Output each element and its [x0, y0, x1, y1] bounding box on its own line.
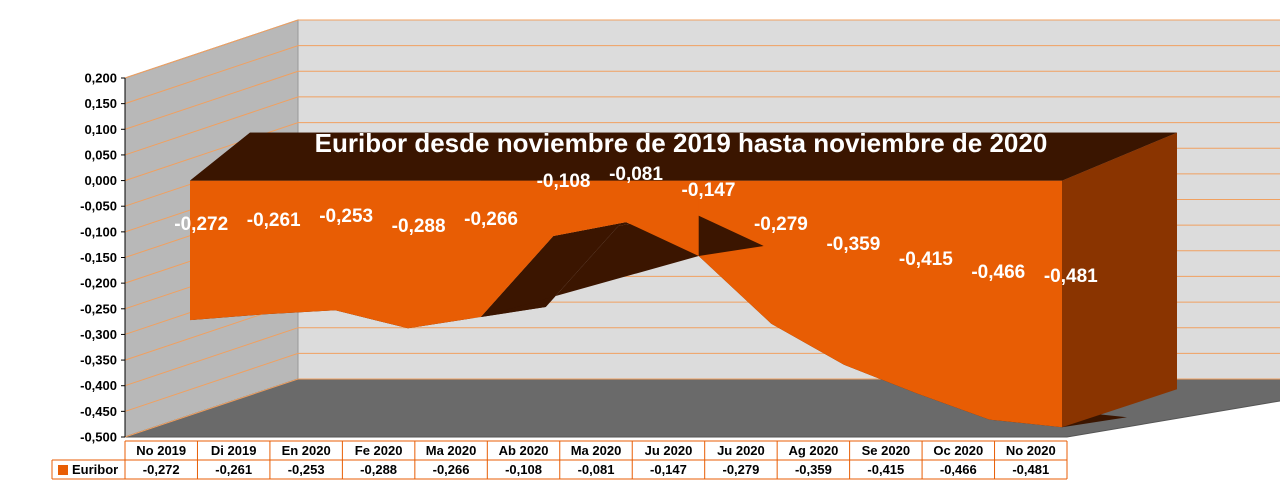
data-labels: -0,272 -0,261 -0,253 -0,288 -0,266 -0,108 -0,0…: [174, 164, 1098, 287]
gridline: [124, 45, 1280, 105]
table-value: -0,415: [867, 462, 904, 477]
table-value: -0,266: [433, 462, 470, 477]
title-plate: [190, 132, 1177, 181]
x-category-label: Ag 2020: [788, 443, 838, 458]
y-tick-label: -0,150: [80, 250, 117, 265]
y-tick-label: 0,000: [84, 173, 117, 188]
table-value: -0,272: [143, 462, 180, 477]
data-table: No 2019 -0,272 Di 2019 -0,261 En 2020 -0,253 F…: [51, 440, 1068, 480]
y-tick-label: 0,150: [84, 96, 117, 111]
gridline: [124, 96, 1280, 156]
x-category-label: Ab 2020: [499, 443, 549, 458]
y-tick-label: -0,450: [80, 404, 117, 419]
y-tick-label: -0,050: [80, 199, 117, 214]
y-tick-label: 0,100: [84, 122, 117, 137]
data-label: -0,279: [754, 214, 808, 235]
series-front-mid: [480, 180, 699, 317]
y-tick-label: -0,300: [80, 327, 117, 342]
x-category-label: Ma 2020: [426, 443, 477, 458]
x-category-label: Ju 2020: [645, 443, 693, 458]
table-value: -0,253: [288, 462, 325, 477]
x-category-label: Fe 2020: [355, 443, 403, 458]
y-tick-label: -0,400: [80, 378, 117, 393]
series-front-face: [190, 180, 1062, 428]
table-value: -0,147: [650, 462, 687, 477]
x-category-label: Ju 2020: [717, 443, 765, 458]
data-label: -0,481: [1044, 266, 1098, 287]
x-category-label: Oc 2020: [933, 443, 983, 458]
data-label: -0,266: [464, 209, 518, 230]
table-value: -0,481: [1012, 462, 1049, 477]
table-value: -0,288: [360, 462, 397, 477]
x-category-label: Ma 2020: [571, 443, 622, 458]
gridline: [124, 122, 1280, 182]
x-category-label: No 2019: [136, 443, 186, 458]
series-side-face: [1062, 132, 1177, 428]
x-category-label: En 2020: [282, 443, 331, 458]
y-tick-label: -0,250: [80, 301, 117, 316]
series-area: [190, 132, 1177, 428]
table-value: -0,081: [578, 462, 615, 477]
legend-swatch: [58, 465, 68, 475]
chart-title-group: Euribor desde noviembre de 2019 hasta no…: [315, 128, 1048, 158]
legend-series-name: Euribor: [72, 462, 118, 477]
y-tick-label: -0,100: [80, 224, 117, 239]
data-label: -0,359: [826, 234, 880, 255]
data-label: -0,272: [174, 214, 228, 235]
table-value: -0,359: [795, 462, 832, 477]
data-label: -0,288: [392, 216, 446, 237]
x-category-label: Di 2019: [211, 443, 257, 458]
table-value: -0,466: [940, 462, 977, 477]
data-label: -0,261: [247, 210, 301, 231]
data-label: -0,081: [609, 164, 663, 185]
data-label: -0,466: [971, 262, 1025, 283]
table-value: -0,279: [722, 462, 759, 477]
data-label: -0,147: [682, 180, 736, 201]
table-value: -0,261: [215, 462, 252, 477]
data-label: -0,415: [899, 249, 953, 270]
table-value: -0,108: [505, 462, 542, 477]
y-tick-label: 0,050: [84, 147, 117, 162]
y-axis: 0,200 0,150 0,100 0,050 0,000 -0,050 -0,100 -0,…: [80, 71, 126, 445]
x-category-label: No 2020: [1006, 443, 1056, 458]
y-tick-label: 0,200: [84, 71, 117, 86]
gridline: [124, 70, 1280, 130]
data-label: -0,253: [319, 206, 373, 227]
chart-title: Euribor desde noviembre de 2019 hasta no…: [315, 128, 1048, 158]
x-category-label: Se 2020: [862, 443, 910, 458]
y-tick-label: -0,200: [80, 276, 117, 291]
y-tick-label: -0,350: [80, 353, 117, 368]
y-tick-label: -0,500: [80, 430, 117, 445]
gridline: [124, 19, 1280, 79]
data-label: -0,108: [537, 171, 591, 192]
